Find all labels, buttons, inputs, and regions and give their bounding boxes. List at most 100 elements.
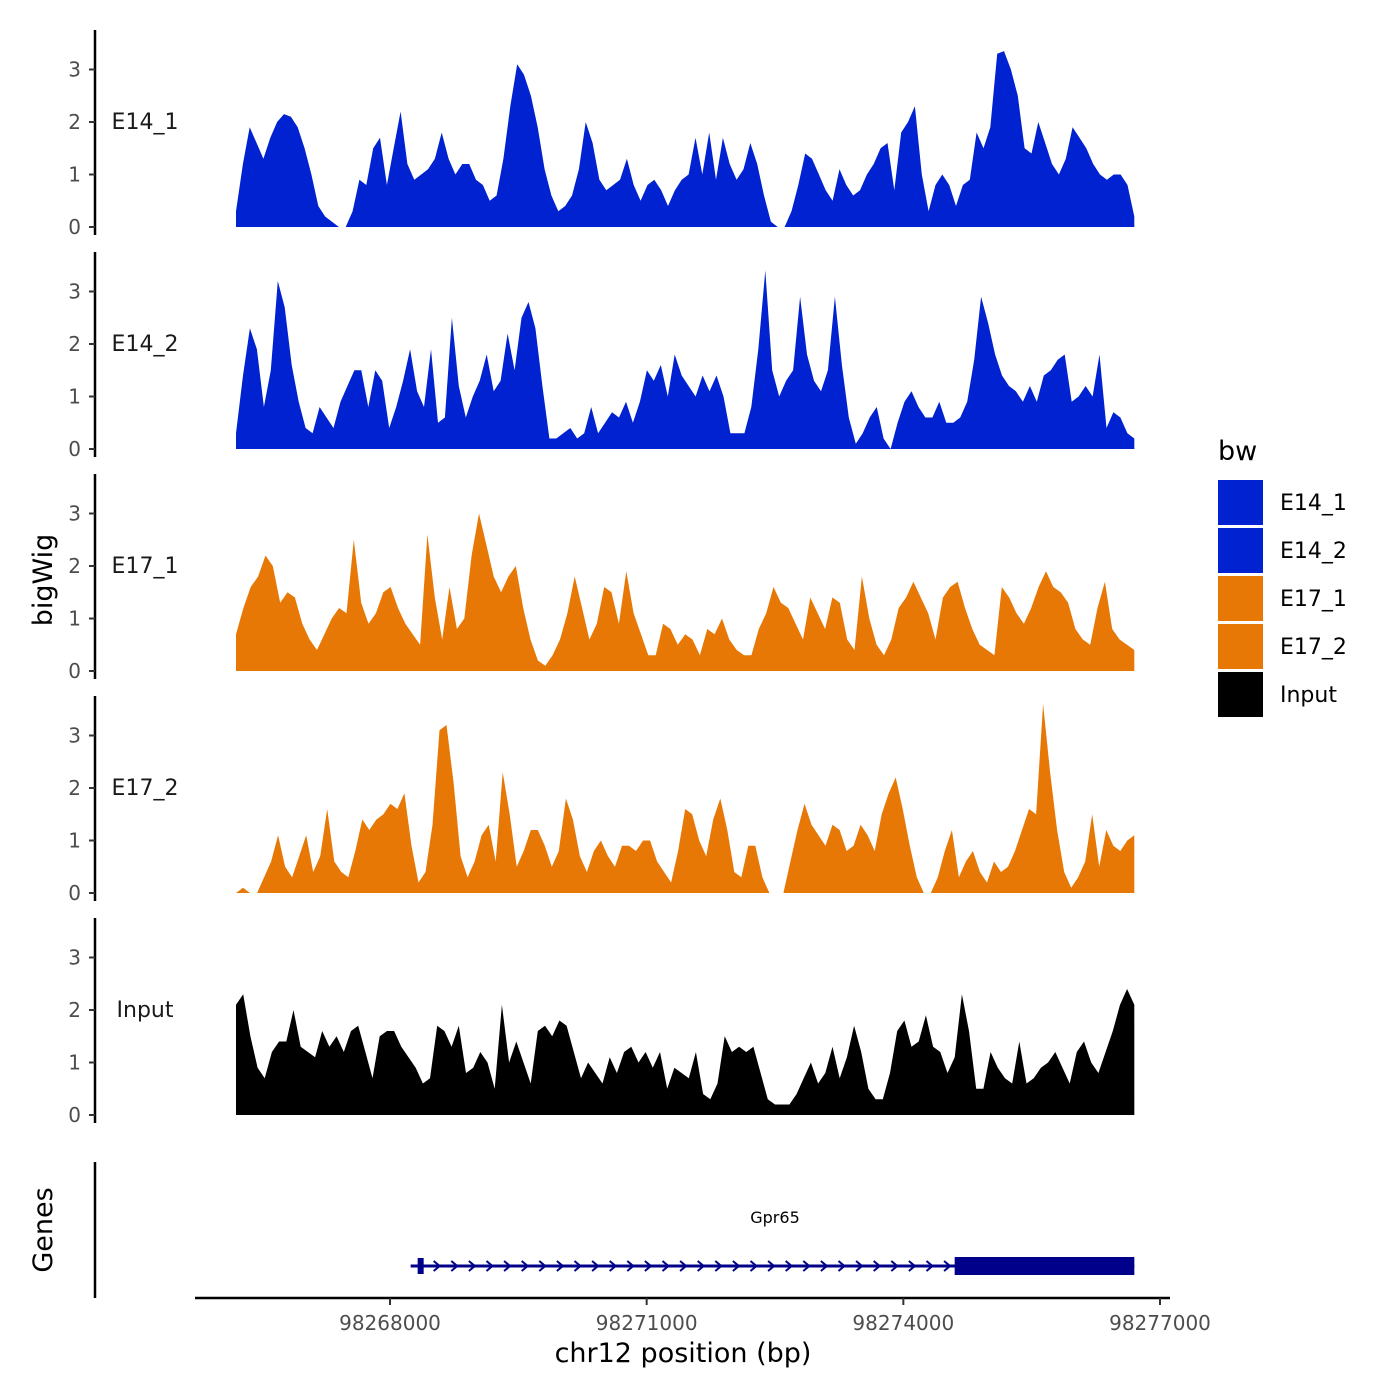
legend-label: E14_2 — [1280, 539, 1347, 564]
track-label: E17_1 — [112, 554, 179, 579]
strand-arrow — [767, 1260, 776, 1272]
strand-arrow — [873, 1260, 882, 1272]
legend-swatch — [1218, 528, 1263, 573]
coverage-tracks: 0 1 2 3 E14_1 0 1 2 3 E14_2 0 1 2 3 E17_1 0 1 2 3 E17_2 0 1 2 3… — [68, 30, 1135, 1127]
strand-arrow — [609, 1260, 618, 1272]
y-tick-label: 3 — [68, 502, 81, 526]
y-tick-label: 3 — [68, 724, 81, 748]
y-tick-label: 0 — [68, 437, 81, 461]
strand-arrow — [573, 1260, 583, 1272]
gene-Gpr65: Gpr65 — [410, 1208, 1135, 1275]
legend: bw E14_1 E14_2 E17_1 E17_2 Input — [1218, 436, 1347, 717]
legend-swatch — [1218, 672, 1263, 717]
track-E17_2: 0 1 2 3 E17_2 — [68, 696, 1135, 905]
y-tick-label: 0 — [68, 215, 81, 239]
track-E14_1: 0 1 2 3 E14_1 — [68, 30, 1135, 239]
strand-arrow — [925, 1260, 935, 1272]
track-label: E14_2 — [112, 332, 179, 357]
x-tick-label: 98274000 — [852, 1311, 954, 1335]
strand-arrow — [538, 1260, 547, 1272]
legend-label: E17_1 — [1280, 587, 1347, 612]
strand-arrow — [908, 1260, 917, 1272]
y-tick-label: 0 — [68, 881, 81, 905]
x-tick-label: 98277000 — [1109, 1311, 1211, 1335]
gene-thick-exon — [954, 1257, 1135, 1275]
coverage-area-E17_2 — [236, 704, 1135, 893]
legend-swatch — [1218, 480, 1263, 525]
legend-label: E14_1 — [1280, 491, 1347, 516]
y-tick-label: 1 — [68, 829, 81, 853]
gene-items: Gpr65 — [410, 1208, 1135, 1275]
gene-track: Genes Gpr65 — [28, 1162, 1135, 1298]
legend-item: Input — [1218, 672, 1337, 717]
x-ticks: 98268000 98271000 98274000 98277000 — [339, 1298, 1211, 1335]
track-E14_2: 0 1 2 3 E14_2 — [68, 252, 1135, 461]
x-axis: 98268000 98271000 98274000 98277000 chr12 p… — [195, 1296, 1211, 1369]
y-tick-label: 3 — [68, 946, 81, 970]
strand-arrow — [450, 1260, 459, 1272]
y-tick-label: 1 — [68, 1051, 81, 1075]
legend-label: Input — [1280, 683, 1337, 708]
track-E17_1: 0 1 2 3 E17_1 — [68, 474, 1135, 683]
legend-swatch — [1218, 576, 1263, 621]
strand-arrow — [644, 1260, 653, 1272]
coverage-area-E14_2 — [236, 270, 1135, 449]
strand-arrow — [802, 1260, 811, 1272]
x-tick-label: 98271000 — [596, 1311, 698, 1335]
legend-item: E17_2 — [1218, 624, 1347, 669]
coverage-area-E14_1 — [236, 51, 1135, 227]
strand-arrow — [556, 1260, 565, 1272]
y-tick-label: 2 — [68, 332, 81, 356]
strand-arrow — [433, 1260, 442, 1272]
track-label: E17_2 — [112, 776, 179, 801]
strand-arrow — [591, 1260, 600, 1272]
legend-item: E17_1 — [1218, 576, 1347, 621]
y-tick-label: 2 — [68, 998, 81, 1022]
strand-arrow — [485, 1260, 495, 1272]
track-Input: 0 1 2 3 Input — [68, 918, 1135, 1127]
strand-arrow — [943, 1260, 952, 1272]
strand-arrow — [697, 1260, 706, 1272]
y-tick-label: 2 — [68, 776, 81, 800]
legend-items: E14_1 E14_2 E17_1 E17_2 Input — [1218, 480, 1347, 717]
strand-arrow — [785, 1260, 794, 1272]
x-axis-title: chr12 position (bp) — [555, 1338, 812, 1369]
y-tick-label: 1 — [68, 385, 81, 409]
y-tick-label: 2 — [68, 110, 81, 134]
y-tick-label: 3 — [68, 58, 81, 82]
track-label: E14_1 — [112, 110, 179, 135]
strand-arrow — [626, 1260, 635, 1272]
track-label: Input — [117, 998, 174, 1023]
legend-title: bw — [1218, 436, 1257, 467]
coverage-area-E17_1 — [236, 513, 1135, 671]
y-axis-title: bigWig — [28, 534, 59, 627]
coverage-area-Input — [236, 989, 1135, 1115]
strand-arrow — [820, 1260, 829, 1272]
strand-arrow — [521, 1260, 530, 1272]
x-tick-label: 98268000 — [339, 1311, 441, 1335]
strand-arrow — [714, 1260, 723, 1272]
strand-arrow — [749, 1260, 759, 1272]
legend-item: E14_2 — [1218, 528, 1347, 573]
gene-track-label: Genes — [28, 1187, 59, 1272]
y-tick-label: 2 — [68, 554, 81, 578]
legend-swatch — [1218, 624, 1263, 669]
strand-arrow — [732, 1260, 741, 1272]
strand-arrow — [503, 1260, 512, 1272]
legend-label: E17_2 — [1280, 635, 1347, 660]
y-tick-label: 1 — [68, 607, 81, 631]
strand-arrow — [890, 1260, 899, 1272]
y-tick-label: 1 — [68, 163, 81, 187]
strand-arrow — [855, 1260, 864, 1272]
legend-item: E14_1 — [1218, 480, 1347, 525]
strand-arrow — [837, 1260, 847, 1272]
strand-arrow — [468, 1260, 477, 1272]
strand-arrow — [661, 1260, 671, 1272]
y-tick-label: 0 — [68, 659, 81, 683]
strand-arrow — [679, 1260, 688, 1272]
y-tick-label: 3 — [68, 280, 81, 304]
y-tick-label: 0 — [68, 1103, 81, 1127]
gene-name: Gpr65 — [750, 1208, 800, 1227]
gene-exon — [417, 1258, 424, 1274]
